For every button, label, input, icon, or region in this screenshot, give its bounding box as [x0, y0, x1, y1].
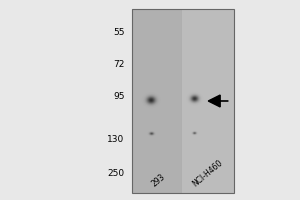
Text: 130: 130 [107, 135, 124, 144]
Bar [132, 9, 182, 193]
Text: 95: 95 [113, 92, 124, 101]
Text: 72: 72 [113, 60, 124, 69]
Bar [182, 9, 234, 193]
Polygon shape [208, 95, 220, 107]
Bar [132, 9, 234, 193]
Text: 55: 55 [113, 28, 124, 37]
Text: 293: 293 [150, 172, 167, 188]
Text: 250: 250 [107, 169, 124, 178]
Text: NCI-H460: NCI-H460 [190, 158, 224, 188]
